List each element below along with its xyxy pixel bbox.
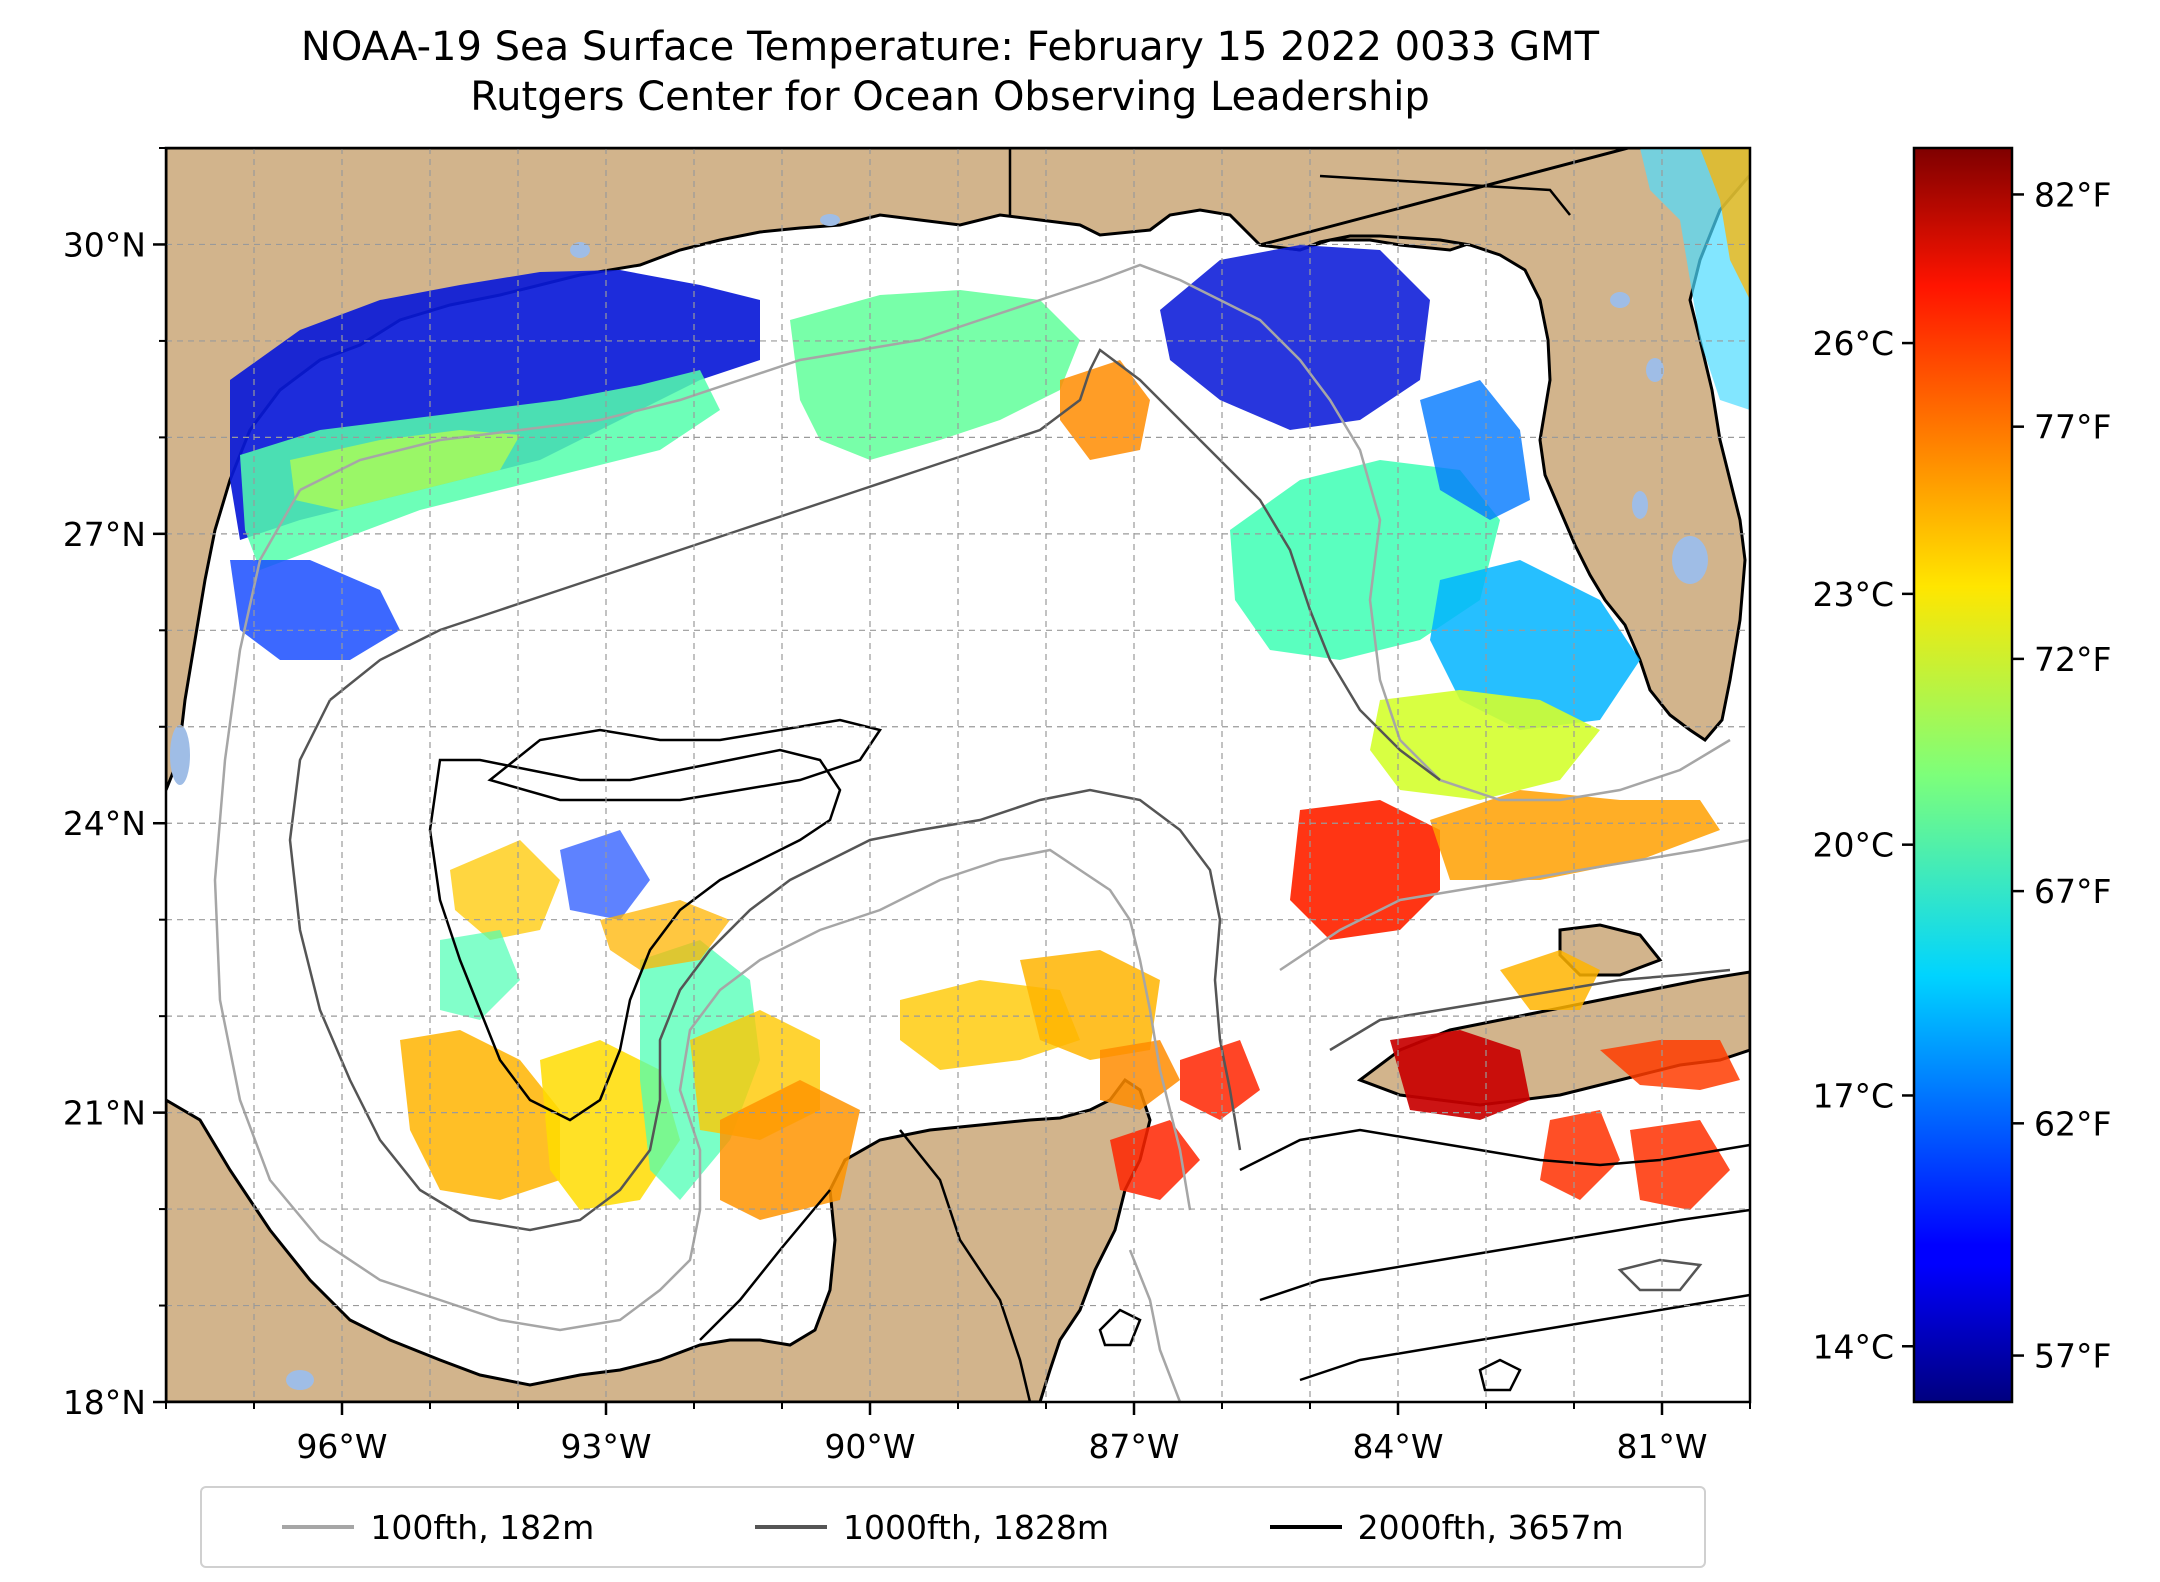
legend-label: 1000fth, 1828m — [843, 1507, 1109, 1547]
map-area: 96°W 93°W 90°W 87°W 84°W 81°W 18°N 21°N 24°N 27°… — [63, 146, 1752, 1466]
title-line-2: Rutgers Center for Ocean Observing Leade… — [470, 74, 1430, 120]
lat-tick-label: 30°N — [63, 225, 146, 264]
fahrenheit-tick-label: 72°F — [2034, 640, 2111, 679]
legend-label: 2000fth, 3657m — [1357, 1507, 1624, 1547]
lat-tick-label: 24°N — [63, 804, 146, 843]
legend-entry: 1000fth, 1828m — [755, 1508, 1109, 1547]
lon-tick-label: 84°W — [1352, 1427, 1443, 1466]
fahrenheit-tick-label: 82°F — [2034, 175, 2111, 214]
lon-tick-label: 90°W — [824, 1427, 915, 1466]
lat-tick-label: 21°N — [63, 1094, 146, 1133]
celsius-tick-label: 26°C — [1812, 324, 1894, 363]
colorbar: 14°C 17°C 20°C 23°C 26°C 57°F 62°F 67°F 72°F 77°… — [1812, 146, 2111, 1404]
colorbar-gradient — [1912, 146, 2014, 1404]
fahrenheit-tick-label: 62°F — [2034, 1104, 2111, 1143]
celsius-tick-label: 23°C — [1812, 575, 1894, 614]
legend-line-swatch — [1269, 1525, 1342, 1529]
contour-legend: 100fth, 182m 1000fth, 1828m 2000fth, 3657m — [200, 1486, 1706, 1568]
sst-patches — [230, 148, 1750, 1220]
latitude-axis: 18°N 21°N 24°N 27°N 30°N — [63, 147, 166, 1422]
state-boundaries — [699, 148, 1571, 1402]
legend-line-swatch — [282, 1525, 355, 1529]
contour-2000fth — [428, 718, 1750, 1392]
legend-label: 100fth, 182m — [370, 1507, 595, 1547]
colorbar-fahrenheit-axis: 57°F 62°F 67°F 72°F 77°F 82°F — [2012, 175, 2111, 1376]
fahrenheit-tick-label: 57°F — [2034, 1337, 2111, 1376]
celsius-tick-label: 14°C — [1812, 1327, 1894, 1366]
lon-tick-label: 96°W — [296, 1427, 387, 1466]
map-title: NOAA-19 Sea Surface Temperature: Februar… — [0, 22, 1900, 122]
celsius-tick-label: 17°C — [1812, 1076, 1894, 1115]
fahrenheit-tick-label: 77°F — [2034, 408, 2111, 447]
fahrenheit-tick-label: 67°F — [2034, 872, 2111, 911]
lon-tick-label: 93°W — [560, 1427, 651, 1466]
lon-tick-label: 81°W — [1616, 1427, 1707, 1466]
longitude-axis: 96°W 93°W 90°W 87°W 84°W 81°W — [165, 1402, 1751, 1466]
celsius-tick-label: 20°C — [1812, 826, 1894, 865]
lon-tick-label: 87°W — [1088, 1427, 1179, 1466]
inland-water — [170, 214, 1708, 1390]
legend-entry: 100fth, 182m — [282, 1508, 594, 1547]
colorbar-celsius-axis: 14°C 17°C 20°C 23°C 26°C — [1812, 324, 1914, 1366]
title-line-1: NOAA-19 Sea Surface Temperature: Februar… — [300, 24, 1600, 70]
lat-tick-label: 18°N — [63, 1383, 146, 1422]
contour-1000fth — [288, 348, 1731, 1292]
legend-line-swatch — [755, 1525, 827, 1529]
legend-entry: 2000fth, 3657m — [1269, 1507, 1624, 1547]
lat-tick-label: 27°N — [63, 515, 146, 554]
